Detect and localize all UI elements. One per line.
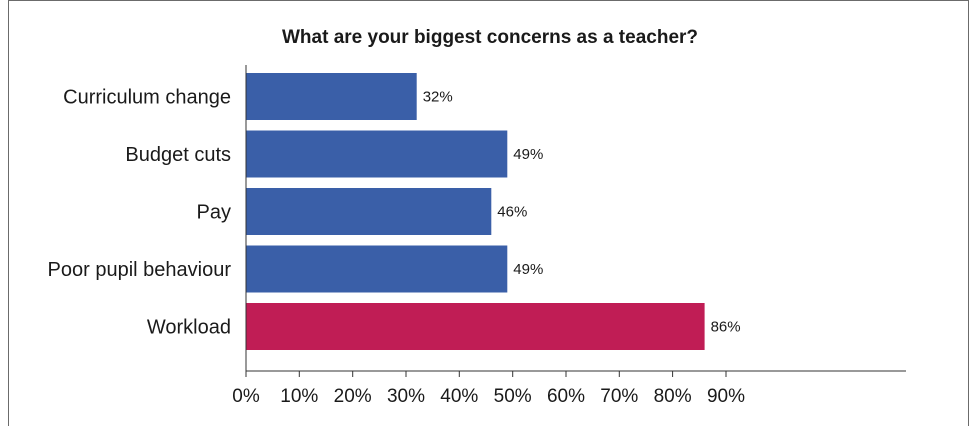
x-tick-label-80: 80% bbox=[654, 386, 692, 407]
bar-budget-cuts bbox=[246, 130, 508, 178]
x-axis: 0% 10% 20% 30% 40% 50% 60% 70% 80% 90% bbox=[232, 65, 906, 407]
chart-frame bbox=[8, 0, 969, 426]
data-label-pay: 46% bbox=[497, 204, 527, 221]
chart-title: What are your biggest concerns as a teac… bbox=[282, 27, 698, 48]
category-label-pay: Pay bbox=[197, 202, 231, 224]
x-tick-label-10: 10% bbox=[280, 386, 318, 407]
data-label-curriculum-change: 32% bbox=[423, 89, 453, 106]
data-label-poor-pupil-behaviour: 49% bbox=[513, 261, 543, 278]
x-tick-label-40: 40% bbox=[440, 386, 478, 407]
category-label-poor-pupil-behaviour: Poor pupil behaviour bbox=[48, 259, 232, 281]
category-label-budget-cuts: Budget cuts bbox=[125, 144, 231, 166]
x-tick-label-20: 20% bbox=[334, 386, 372, 407]
x-tick-label-30: 30% bbox=[387, 386, 425, 407]
bar-workload bbox=[246, 303, 705, 350]
x-tick-label-70: 70% bbox=[600, 386, 638, 407]
bar-poor-pupil-behaviour bbox=[246, 245, 508, 293]
bars-group: Curriculum change 32% Budget cuts 49% Pay 46%… bbox=[48, 73, 741, 350]
category-label-workload: Workload bbox=[147, 317, 231, 339]
x-tick-label-50: 50% bbox=[494, 386, 532, 407]
x-tick-label-0: 0% bbox=[232, 386, 260, 407]
category-label-curriculum-change: Curriculum change bbox=[63, 87, 231, 109]
data-label-workload: 86% bbox=[711, 319, 741, 336]
x-tick-label-60: 60% bbox=[547, 386, 585, 407]
x-tick-label-90: 90% bbox=[707, 386, 745, 407]
bar-curriculum-change bbox=[246, 73, 417, 120]
bar-pay bbox=[246, 188, 492, 235]
data-label-budget-cuts: 49% bbox=[513, 146, 543, 163]
